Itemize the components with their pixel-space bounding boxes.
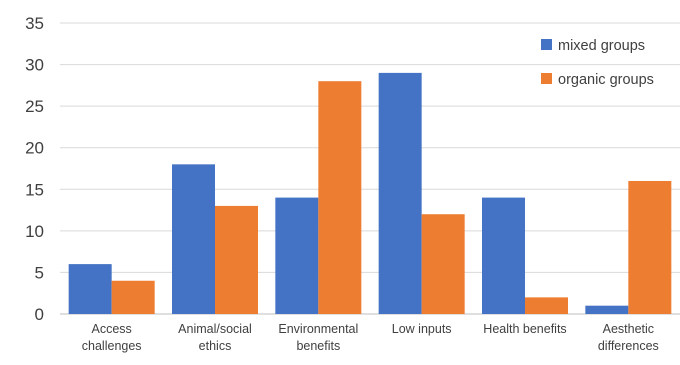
- x-axis-ticks: Access challenges Animal/social ethics Envir…: [82, 322, 659, 353]
- y-tick-label: 35: [25, 14, 44, 33]
- bar-organic-groups-3: [421, 214, 465, 314]
- x-tick-label: Low inputs: [392, 322, 452, 336]
- y-tick-label: 15: [25, 180, 44, 199]
- bar-organic-groups-5: [628, 180, 672, 314]
- legend-swatch-mixed-groups: [541, 39, 552, 50]
- bar-mixed-groups-4: [482, 197, 525, 314]
- y-tick-label: 30: [25, 56, 44, 75]
- bar-organic-groups-2: [318, 81, 362, 314]
- bar-mixed-groups-3: [378, 72, 422, 314]
- x-tick-label: Access challenges: [82, 322, 142, 353]
- bar-mixed-groups-1: [172, 164, 215, 314]
- bars: [68, 72, 672, 314]
- legend-label-mixed-groups: mixed groups: [558, 38, 645, 54]
- y-tick-label: 20: [25, 139, 44, 158]
- legend-swatch-organic-groups: [541, 73, 552, 84]
- bar-mixed-groups-5: [585, 305, 629, 314]
- bar-mixed-groups-0: [68, 264, 112, 314]
- y-tick-label: 25: [25, 97, 44, 116]
- gridlines: [60, 22, 680, 315]
- x-tick-label: Animal/social ethics: [178, 322, 252, 353]
- bar-organic-groups-4: [525, 297, 568, 314]
- x-tick-label: Environmental benefits: [278, 322, 358, 353]
- bar-mixed-groups-2: [275, 197, 319, 314]
- y-axis-ticks: 0 5 10 15 20 25 30 35: [25, 14, 44, 324]
- y-tick-label: 10: [25, 222, 44, 241]
- legend-label-organic-groups: organic groups: [558, 72, 654, 88]
- bar-organic-groups-1: [215, 205, 258, 314]
- y-tick-label: 5: [35, 263, 44, 282]
- bar-organic-groups-0: [111, 280, 155, 314]
- legend: mixed groups organic groups: [541, 38, 654, 88]
- x-tick-label: Health benefits: [483, 322, 566, 336]
- x-tick-label: Aesthetic differences: [598, 322, 659, 353]
- y-tick-label: 0: [35, 305, 44, 324]
